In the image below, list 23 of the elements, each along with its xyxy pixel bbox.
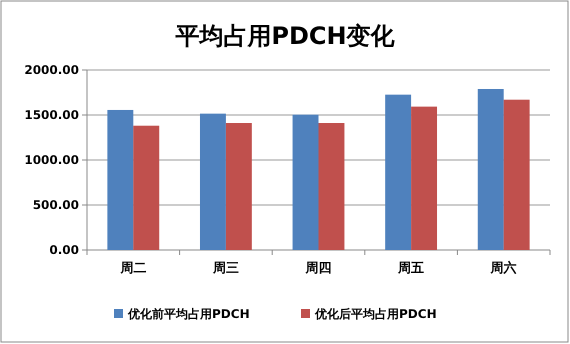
bar [200,114,226,250]
y-tick-label: 2000.00 [24,63,79,77]
chart-title: 平均占用PDCH变化 [174,22,396,50]
x-tick-label: 周五 [397,261,424,276]
x-tick-label: 周三 [212,261,239,276]
y-tick-label: 500.00 [32,198,79,212]
bar [226,123,252,250]
bar [504,100,530,250]
bar [411,106,438,250]
legend-label: 优化后平均占用PDCH [314,307,437,321]
x-tick-label: 周二 [119,261,146,276]
bar [478,88,504,250]
bar [385,94,412,250]
legend-label: 优化前平均占用PDCH [127,307,250,321]
bar [318,123,344,250]
x-tick-label: 周六 [490,260,517,276]
y-tick-label: 1000.00 [24,153,79,167]
bar [292,114,318,250]
bar [107,110,134,250]
y-tick-label: 1500.00 [24,108,79,122]
x-tick-label: 周四 [304,261,332,276]
y-tick-label: 0.00 [49,243,79,257]
bar [133,126,160,250]
